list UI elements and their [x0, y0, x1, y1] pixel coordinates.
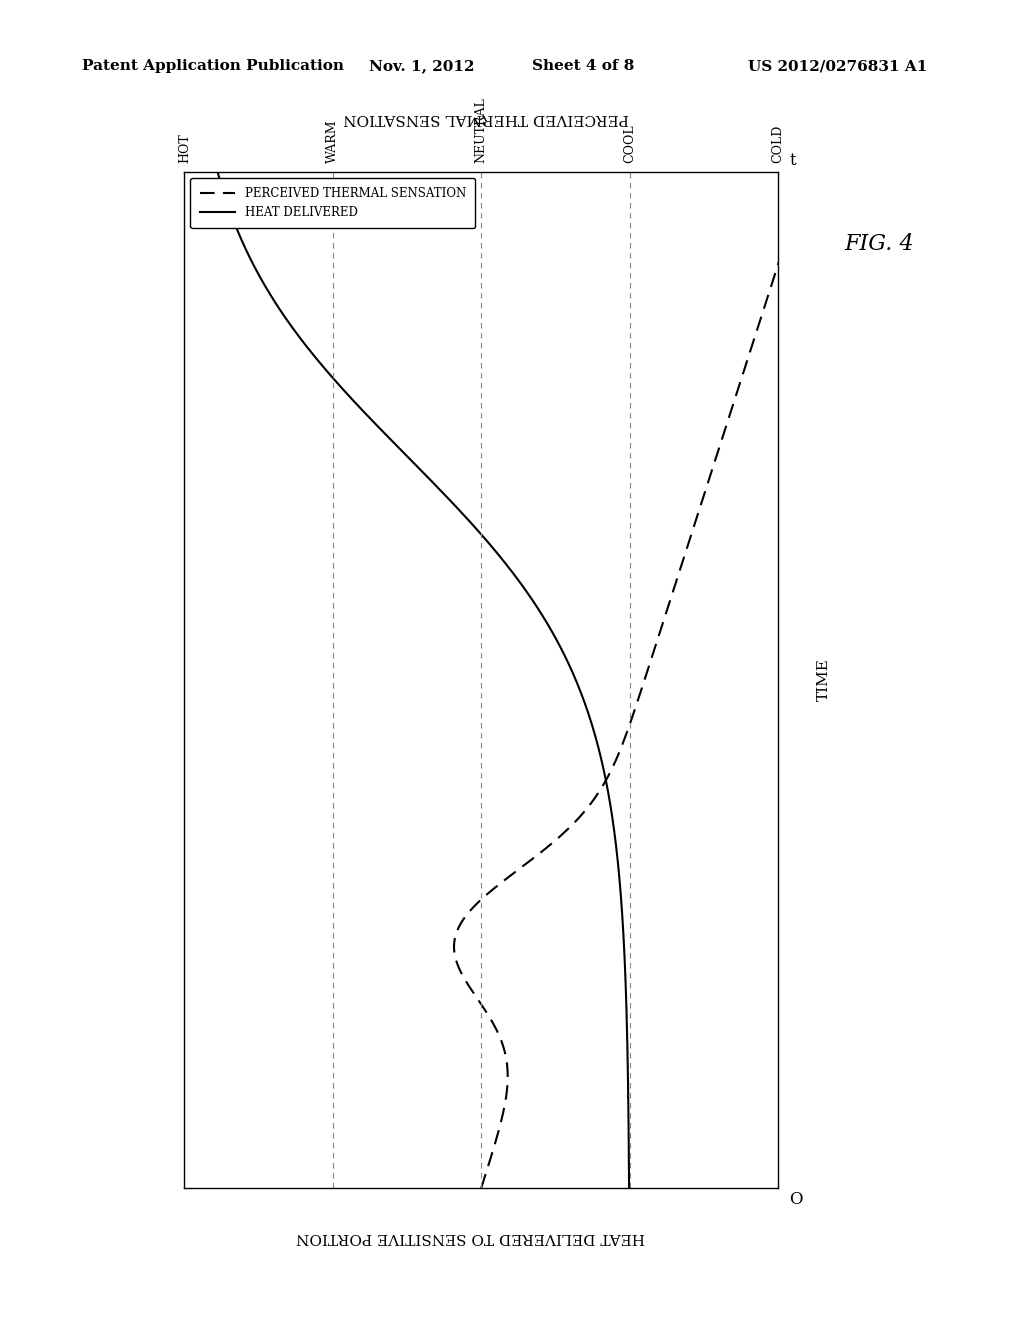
Text: HOT: HOT [178, 133, 190, 164]
Text: O: O [790, 1191, 803, 1208]
Text: NEUTRAL: NEUTRAL [475, 98, 487, 164]
Text: US 2012/0276831 A1: US 2012/0276831 A1 [748, 59, 927, 74]
Text: t: t [790, 152, 796, 169]
Text: COLD: COLD [772, 125, 784, 164]
Text: Patent Application Publication: Patent Application Publication [82, 59, 344, 74]
Text: PERCEIVED THERMAL SENSATION: PERCEIVED THERMAL SENSATION [343, 111, 630, 125]
Legend: PERCEIVED THERMAL SENSATION, HEAT DELIVERED: PERCEIVED THERMAL SENSATION, HEAT DELIVE… [190, 177, 475, 228]
Text: Sheet 4 of 8: Sheet 4 of 8 [532, 59, 635, 74]
Text: TIME: TIME [817, 659, 831, 701]
Text: COOL: COOL [624, 124, 636, 164]
Text: FIG. 4: FIG. 4 [845, 234, 914, 255]
Text: Nov. 1, 2012: Nov. 1, 2012 [369, 59, 474, 74]
Text: WARM: WARM [327, 120, 339, 164]
Text: HEAT DELIVERED TO SENSITIVE PORTION: HEAT DELIVERED TO SENSITIVE PORTION [297, 1230, 645, 1245]
